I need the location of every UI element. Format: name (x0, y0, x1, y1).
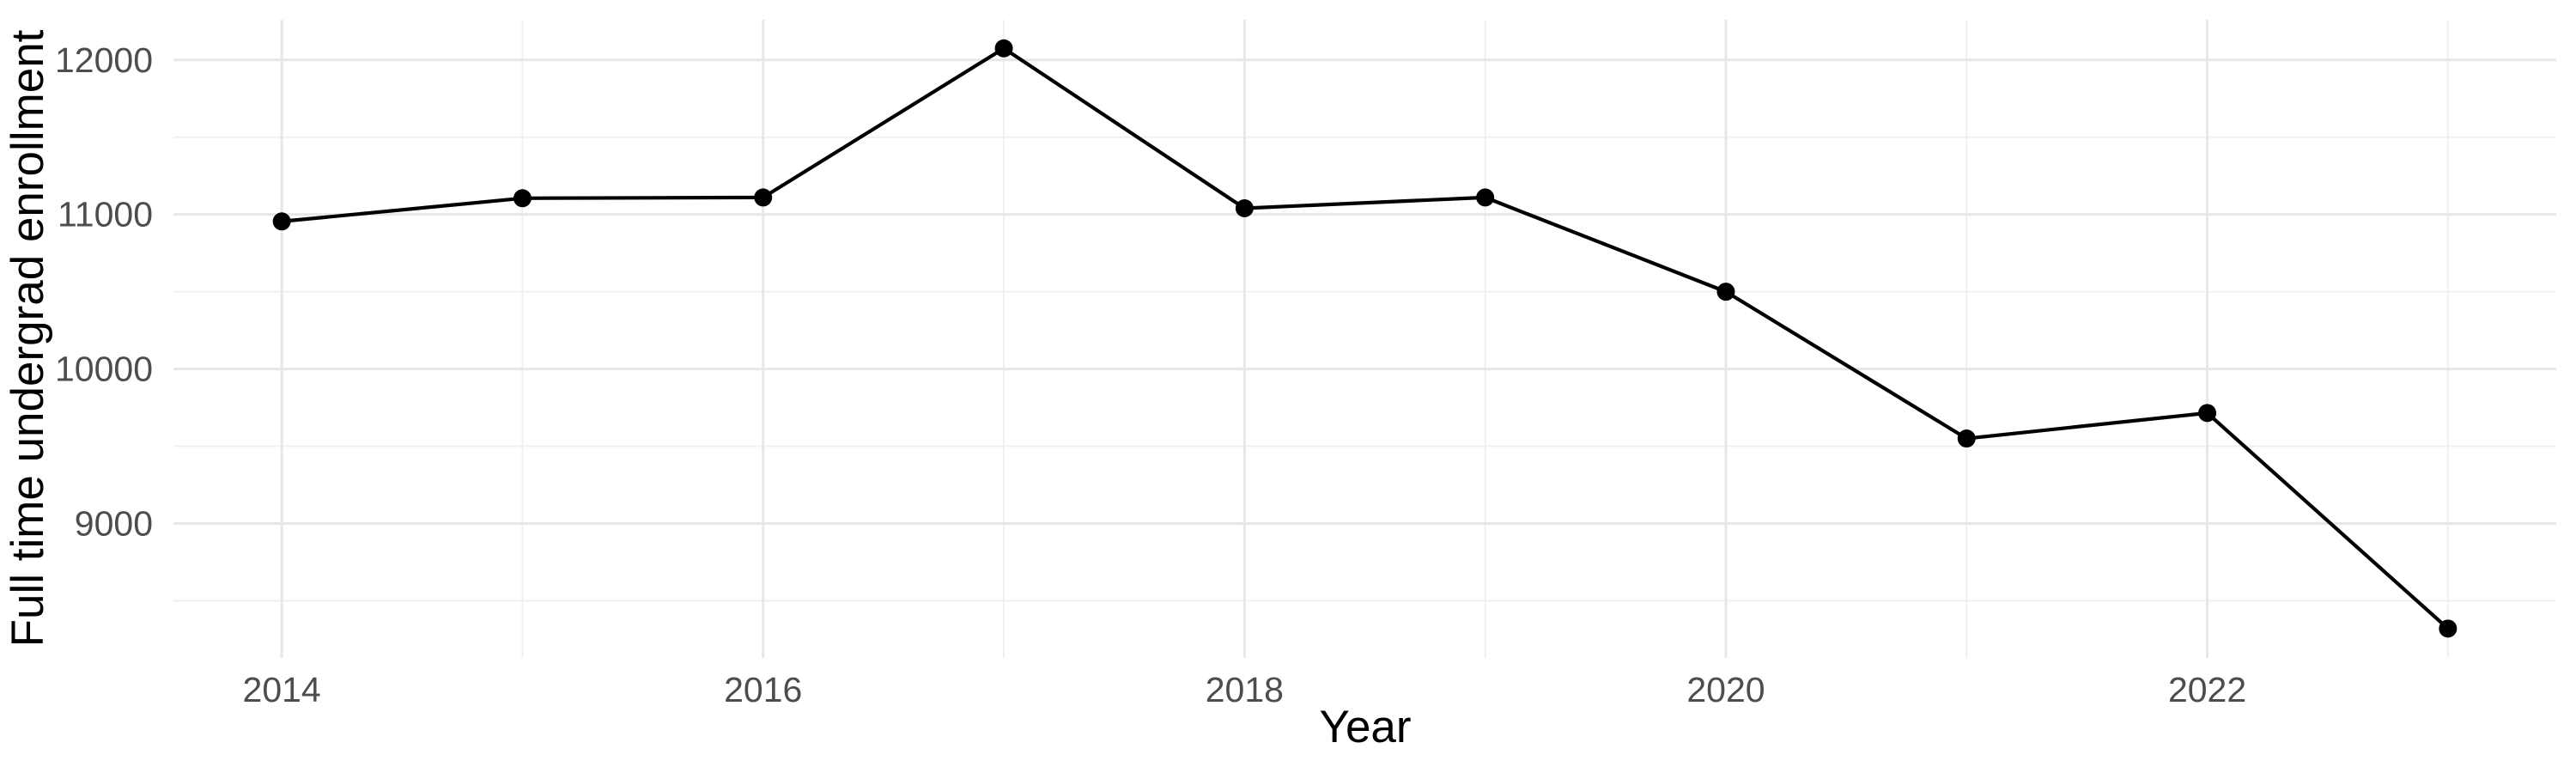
x-tick-label-2014: 2014 (243, 670, 321, 709)
minor-gridlines (173, 20, 2556, 658)
x-axis-title: Year (1319, 702, 1411, 752)
y-tick-label-11000: 11000 (58, 195, 153, 234)
data-point-2014 (272, 212, 291, 231)
data-point-2016 (754, 188, 773, 207)
x-tick-label-2018: 2018 (1206, 670, 1284, 709)
x-tick-label-2020: 2020 (1686, 670, 1765, 709)
x-axis-tick-labels: 2014 2016 2018 2020 2022 (243, 670, 2247, 709)
data-point-2020 (1716, 283, 1735, 301)
data-point-2021 (1957, 429, 1976, 448)
enrollment-line (281, 46, 2450, 630)
data-point-2022 (2198, 404, 2217, 423)
y-axis-title: Full time undergrad enrollment (3, 29, 53, 647)
y-tick-label-12000: 12000 (55, 40, 153, 80)
data-point-2015 (513, 189, 532, 208)
data-series (272, 39, 2458, 638)
data-point-2018 (1235, 198, 1254, 217)
data-point-2017 (994, 39, 1013, 58)
y-tick-label-10000: 10000 (55, 350, 153, 389)
data-point-2019 (1476, 188, 1495, 207)
data-point-2023 (2439, 619, 2458, 638)
x-tick-label-2016: 2016 (724, 670, 802, 709)
y-tick-label-9000: 9000 (75, 503, 153, 543)
y-axis-tick-labels: 9000 10000 11000 12000 (55, 40, 153, 544)
major-gridlines (173, 20, 2556, 658)
x-tick-label-2022: 2022 (2168, 670, 2246, 709)
